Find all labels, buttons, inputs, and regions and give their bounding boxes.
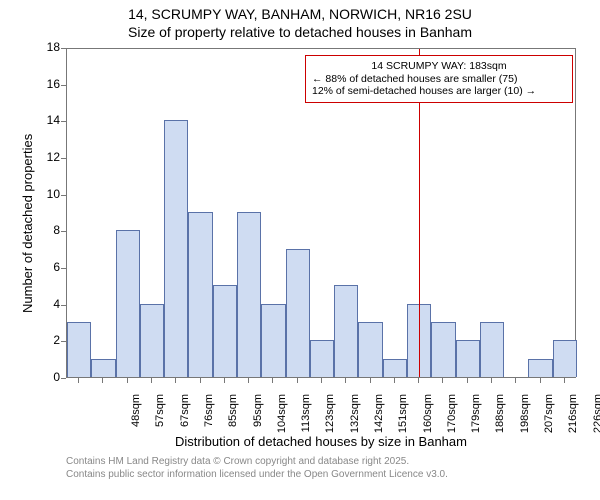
- chart-container: 14, SCRUMPY WAY, BANHAM, NORWICH, NR16 2…: [0, 0, 600, 500]
- bar: [553, 340, 577, 377]
- annotation-line: ← 88% of detached houses are smaller (75…: [312, 73, 566, 86]
- x-tick: [370, 378, 371, 383]
- bar: [383, 359, 407, 377]
- y-tick-label: 12: [30, 150, 60, 164]
- x-tick-label: 142sqm: [373, 394, 385, 454]
- bar: [261, 304, 285, 377]
- bar: [67, 322, 91, 377]
- y-tick: [61, 231, 66, 232]
- x-tick-label: 76sqm: [203, 394, 215, 454]
- x-tick: [491, 378, 492, 383]
- x-tick-label: 216sqm: [567, 394, 579, 454]
- y-tick: [61, 195, 66, 196]
- y-tick: [61, 378, 66, 379]
- bar: [116, 230, 140, 377]
- x-tick-label: 123sqm: [324, 394, 336, 454]
- x-tick-label: 48sqm: [130, 394, 142, 454]
- x-tick: [515, 378, 516, 383]
- x-tick-label: 132sqm: [349, 394, 361, 454]
- x-tick-label: 198sqm: [519, 394, 531, 454]
- y-tick-label: 0: [30, 370, 60, 384]
- y-tick: [61, 158, 66, 159]
- y-tick-label: 6: [30, 260, 60, 274]
- x-tick-label: 188sqm: [494, 394, 506, 454]
- x-tick: [175, 378, 176, 383]
- y-tick: [61, 85, 66, 86]
- bar: [456, 340, 480, 377]
- y-tick: [61, 268, 66, 269]
- x-tick: [467, 378, 468, 383]
- bar: [431, 322, 455, 377]
- x-tick: [564, 378, 565, 383]
- title-line-1: 14, SCRUMPY WAY, BANHAM, NORWICH, NR16 2…: [0, 6, 600, 24]
- x-tick: [272, 378, 273, 383]
- bar: [334, 285, 358, 377]
- x-tick: [345, 378, 346, 383]
- bar: [140, 304, 164, 377]
- x-tick: [224, 378, 225, 383]
- x-tick-label: 207sqm: [543, 394, 555, 454]
- y-tick: [61, 48, 66, 49]
- annotation-line: 14 SCRUMPY WAY: 183sqm: [312, 60, 566, 73]
- bar: [286, 249, 310, 377]
- x-tick: [297, 378, 298, 383]
- y-tick-label: 8: [30, 223, 60, 237]
- y-tick-label: 18: [30, 40, 60, 54]
- y-tick-label: 10: [30, 187, 60, 201]
- x-tick: [540, 378, 541, 383]
- x-tick: [418, 378, 419, 383]
- x-tick: [321, 378, 322, 383]
- bar: [528, 359, 552, 377]
- y-tick: [61, 341, 66, 342]
- bar: [358, 322, 382, 377]
- title-line-2: Size of property relative to detached ho…: [0, 24, 600, 42]
- x-tick: [394, 378, 395, 383]
- bar: [480, 322, 504, 377]
- x-tick-label: 95sqm: [252, 394, 264, 454]
- bar: [91, 359, 115, 377]
- x-tick-label: 57sqm: [154, 394, 166, 454]
- x-tick: [248, 378, 249, 383]
- x-tick-label: 170sqm: [446, 394, 458, 454]
- attribution: Contains HM Land Registry data © Crown c…: [66, 456, 448, 481]
- x-tick-label: 85sqm: [227, 394, 239, 454]
- bar: [237, 212, 261, 377]
- x-tick: [78, 378, 79, 383]
- x-tick-label: 226sqm: [592, 394, 600, 454]
- x-tick-label: 160sqm: [422, 394, 434, 454]
- bar: [213, 285, 237, 377]
- x-tick-label: 113sqm: [300, 394, 312, 454]
- x-tick-label: 104sqm: [276, 394, 288, 454]
- annotation-line: 12% of semi-detached houses are larger (…: [312, 85, 566, 98]
- y-tick-label: 2: [30, 333, 60, 347]
- x-tick: [102, 378, 103, 383]
- y-tick-label: 16: [30, 77, 60, 91]
- x-tick-label: 179sqm: [470, 394, 482, 454]
- bar: [310, 340, 334, 377]
- y-tick-label: 14: [30, 113, 60, 127]
- x-tick: [442, 378, 443, 383]
- x-tick: [151, 378, 152, 383]
- plot-area: 14 SCRUMPY WAY: 183sqm← 88% of detached …: [66, 48, 576, 378]
- bar: [164, 120, 188, 377]
- x-tick-label: 67sqm: [179, 394, 191, 454]
- y-tick-label: 4: [30, 297, 60, 311]
- attrib-line-2: Contains public sector information licen…: [66, 469, 448, 482]
- bar: [188, 212, 212, 377]
- annotation-box: 14 SCRUMPY WAY: 183sqm← 88% of detached …: [305, 55, 573, 103]
- chart-title: 14, SCRUMPY WAY, BANHAM, NORWICH, NR16 2…: [0, 0, 600, 41]
- y-tick: [61, 121, 66, 122]
- attrib-line-1: Contains HM Land Registry data © Crown c…: [66, 456, 448, 469]
- x-tick: [127, 378, 128, 383]
- y-tick: [61, 305, 66, 306]
- x-tick: [200, 378, 201, 383]
- x-tick-label: 151sqm: [397, 394, 409, 454]
